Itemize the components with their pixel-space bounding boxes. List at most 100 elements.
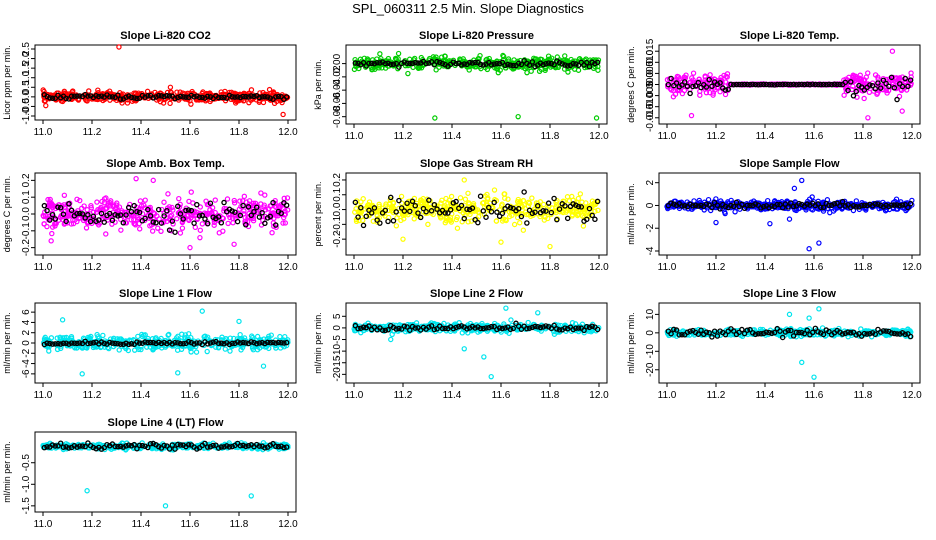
data-point — [364, 56, 371, 62]
black-data-point — [145, 206, 151, 213]
data-point — [595, 67, 601, 73]
data-point — [398, 193, 405, 200]
data-point — [106, 88, 113, 94]
black-data-point — [155, 206, 162, 213]
data-point — [131, 347, 138, 353]
data-point — [156, 216, 162, 222]
black-data-point — [575, 203, 582, 210]
y-tick-label: -2 — [21, 348, 32, 357]
y-axis-label: ml/min per min. — [626, 183, 636, 245]
black-data-point — [573, 325, 579, 331]
data-point — [517, 220, 523, 226]
black-data-point — [243, 93, 249, 100]
black-data-point — [253, 340, 260, 347]
data-point — [564, 57, 570, 64]
black-data-point — [880, 77, 887, 84]
data-point — [866, 89, 873, 96]
black-data-point — [456, 205, 462, 212]
outlier-point — [811, 374, 817, 380]
y-axis-label: Licor ppm per min. — [2, 45, 12, 120]
y-tick-label: -1.0 — [21, 107, 32, 125]
black-data-point — [804, 327, 810, 334]
y-tick-label: -0.5 — [21, 97, 32, 115]
outlier-point — [889, 48, 896, 54]
black-data-point — [739, 81, 745, 88]
black-data-point — [158, 340, 165, 347]
data-point — [141, 332, 147, 339]
black-data-point — [673, 80, 680, 86]
black-data-point — [472, 216, 478, 223]
black-data-point — [496, 325, 503, 331]
black-data-point — [722, 87, 729, 93]
data-point — [889, 79, 895, 86]
x-tick-label: 11.6 — [492, 262, 511, 273]
black-data-point — [853, 332, 859, 338]
black-data-point — [115, 92, 121, 98]
black-data-point — [436, 59, 443, 66]
black-data-point — [801, 330, 808, 337]
black-data-point — [575, 62, 582, 69]
black-data-point — [469, 205, 476, 211]
data-point — [376, 203, 383, 209]
data-point — [428, 210, 435, 216]
data-point — [501, 191, 508, 197]
black-data-point — [366, 60, 372, 67]
black-data-point — [706, 329, 712, 336]
black-data-point — [234, 339, 241, 345]
black-data-point — [434, 206, 440, 212]
y-tick-label: -0.005 — [645, 81, 656, 110]
outlier-point — [547, 243, 553, 250]
black-data-point — [807, 81, 813, 88]
data-point — [224, 196, 231, 202]
black-data-point — [820, 331, 827, 338]
x-tick-label: 11.4 — [443, 131, 462, 142]
black-data-point — [793, 81, 800, 88]
black-data-point — [385, 327, 391, 333]
data-point — [577, 191, 584, 197]
black-data-point — [777, 328, 783, 334]
data-point — [529, 195, 535, 201]
x-tick-label: 12.0 — [278, 519, 298, 530]
data-point — [500, 57, 507, 63]
data-point — [179, 218, 186, 225]
black-data-point — [826, 328, 832, 335]
data-point — [360, 196, 366, 202]
black-data-point — [164, 92, 170, 99]
data-point — [95, 222, 102, 228]
data-point — [193, 349, 200, 355]
black-data-point — [117, 212, 124, 218]
black-data-point — [183, 207, 189, 214]
data-point — [155, 225, 161, 231]
data-point — [505, 56, 512, 62]
black-data-point — [401, 59, 408, 65]
data-point — [505, 196, 511, 202]
black-data-point — [741, 205, 748, 212]
black-data-point — [93, 218, 99, 224]
black-data-point — [711, 328, 718, 334]
data-point — [667, 86, 674, 92]
black-data-point — [845, 329, 851, 335]
black-data-point — [264, 94, 271, 100]
data-point — [411, 216, 417, 222]
black-data-point — [360, 59, 367, 66]
x-tick-label: 11.0 — [345, 131, 364, 142]
black-data-point — [477, 325, 484, 332]
y-tick-label: 2.5 — [21, 42, 32, 56]
y-tick-label: 0.0 — [21, 207, 32, 221]
black-data-point — [158, 220, 165, 226]
data-point — [167, 213, 174, 219]
x-tick-label: 11.8 — [230, 262, 249, 273]
data-point — [524, 69, 530, 76]
black-data-point — [760, 330, 767, 337]
black-data-point — [760, 81, 767, 88]
black-data-point — [98, 210, 105, 217]
x-tick-label: 12.0 — [589, 262, 609, 273]
black-data-point — [494, 209, 500, 215]
x-tick-label: 11.0 — [345, 262, 364, 273]
data-point — [582, 209, 588, 216]
data-point — [508, 317, 514, 323]
y-tick-label: -0.1 — [21, 222, 32, 240]
x-tick-label: 11.0 — [345, 390, 364, 401]
black-data-point — [750, 81, 756, 88]
